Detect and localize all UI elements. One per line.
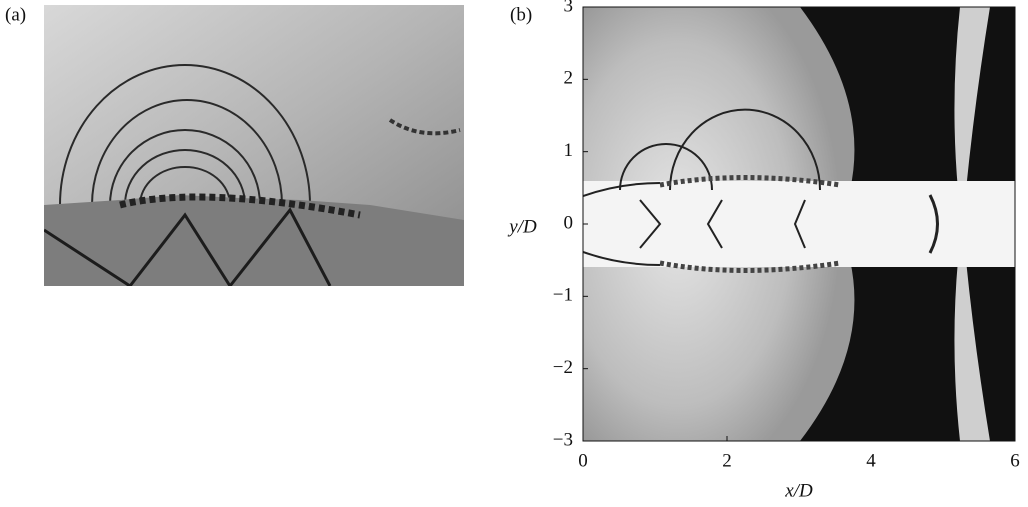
panel-label: (b) (510, 4, 532, 25)
x-axis-label: x/D (784, 480, 813, 501)
x-tick-label: 2 (722, 450, 732, 471)
x-tick-label: 4 (866, 450, 876, 471)
photo (44, 5, 464, 286)
y-tick-label: −2 (553, 357, 573, 378)
y-tick-label: 0 (564, 212, 574, 233)
y-tick-label: −3 (553, 429, 573, 450)
y-tick-label: 1 (564, 140, 574, 161)
y-axis-label: y/D (507, 216, 537, 237)
panel-label: (a) (5, 4, 26, 25)
x-tick-label: 0 (578, 450, 588, 471)
x-tick-label: 6 (1010, 450, 1020, 471)
y-tick-label: −1 (553, 285, 573, 306)
y-tick-label: 3 (564, 0, 574, 16)
y-tick-label: 2 (564, 68, 574, 89)
simulation-image (583, 7, 1015, 441)
